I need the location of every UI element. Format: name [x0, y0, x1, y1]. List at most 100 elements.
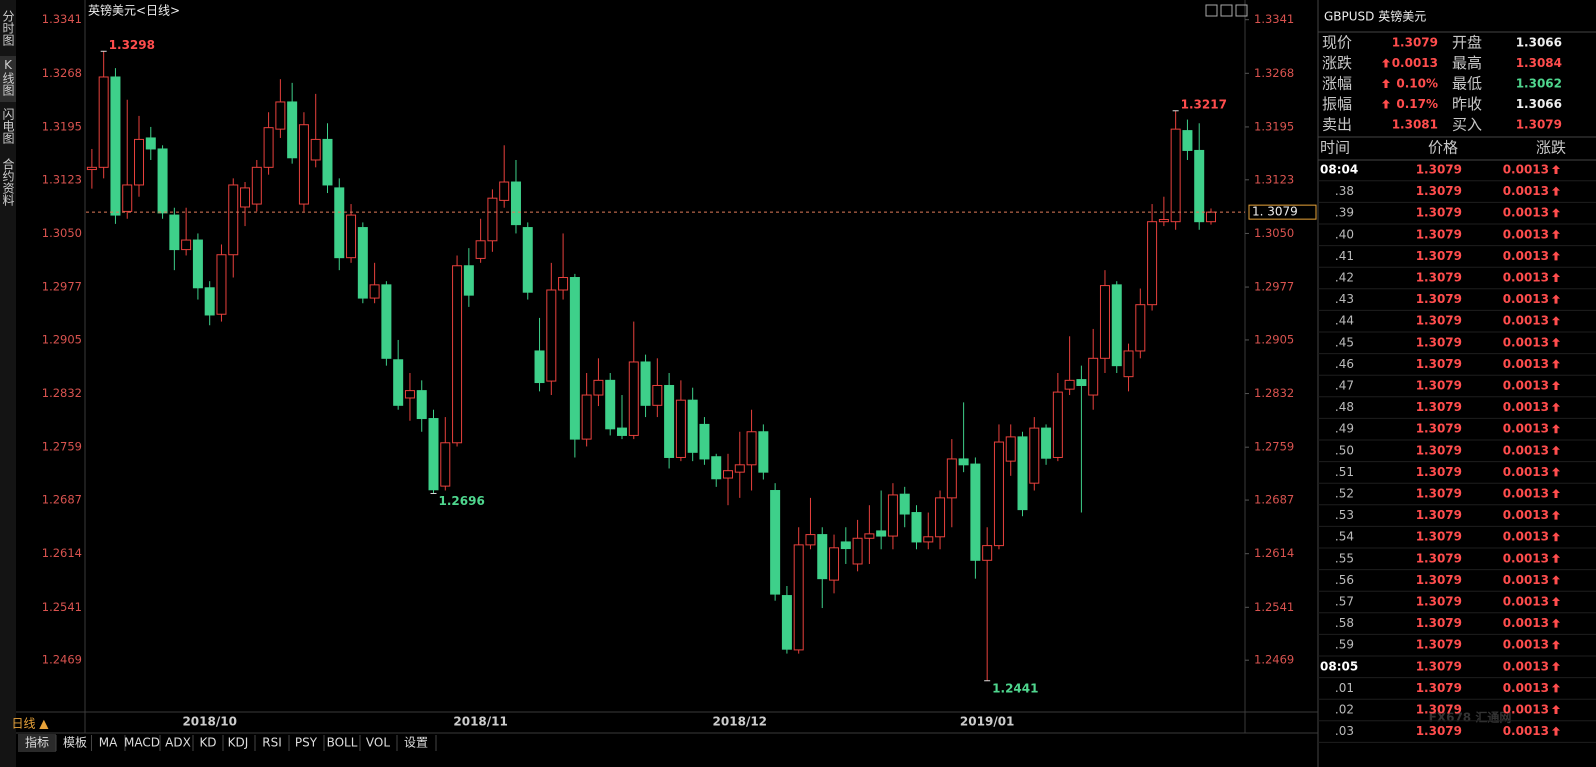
sidebar-tab[interactable]: 合约资料 — [1, 157, 15, 206]
trade-change: 0.0013 — [1503, 335, 1549, 349]
candle-body — [675, 399, 686, 458]
trade-change: 0.0013 — [1503, 206, 1549, 220]
up-arrow — [1552, 597, 1560, 606]
trade-price: 1.3079 — [1416, 638, 1462, 652]
candle-body — [216, 254, 227, 315]
trade-time: .01 — [1335, 681, 1354, 695]
trade-price: 1.3079 — [1416, 357, 1462, 371]
toolbar-item[interactable]: 指标 — [25, 735, 49, 750]
last-price-box — [1248, 204, 1317, 220]
candle-body — [958, 458, 969, 466]
candle-body — [899, 493, 910, 515]
candle-body — [204, 287, 215, 316]
trades-header: 时间 — [1320, 139, 1350, 157]
up-arrow — [1552, 402, 1560, 412]
up-arrow — [1382, 79, 1390, 88]
trade-time: .41 — [1335, 249, 1354, 263]
toolbar-item[interactable]: 模板 — [63, 736, 87, 750]
candle-body — [416, 390, 427, 420]
window-button[interactable] — [1205, 4, 1218, 17]
trade-time: .58 — [1335, 616, 1354, 630]
window-button[interactable] — [1235, 4, 1248, 17]
trade-price: 1.3079 — [1416, 487, 1462, 501]
y-tick-label-left: 1.2469 — [42, 653, 82, 667]
candle-body — [1194, 149, 1205, 223]
up-arrow — [1552, 424, 1560, 434]
y-tick-label-right: 1.2977 — [1254, 280, 1294, 294]
candle-body — [840, 541, 851, 550]
trade-time: .54 — [1335, 530, 1354, 544]
toolbar-item[interactable]: RSI — [262, 736, 282, 750]
candle-body — [864, 533, 875, 539]
y-tick-label-left: 1.2759 — [42, 440, 82, 454]
quote-title: GBPUSD 英镑美元 — [1324, 9, 1426, 24]
trade-price: 1.3079 — [1416, 443, 1462, 457]
candle-body — [1182, 130, 1193, 151]
trade-price: 1.3079 — [1416, 249, 1462, 263]
quote-label: 最高 — [1452, 54, 1482, 72]
y-tick-label-right: 1.2469 — [1254, 653, 1294, 667]
y-tick-label-left: 1.2832 — [42, 386, 82, 400]
low-marker-label: 1.2441 — [992, 681, 1038, 695]
candle-body — [734, 464, 745, 473]
x-tick-label: 2018/12 — [713, 715, 767, 729]
quote-value: 0.0013 — [1392, 56, 1438, 70]
trade-price: 1.3079 — [1416, 530, 1462, 544]
candle-body — [805, 534, 816, 546]
trade-price: 1.3079 — [1416, 724, 1462, 738]
y-tick-label-left: 1.3341 — [42, 12, 82, 26]
toolbar-item[interactable]: MA — [99, 736, 118, 750]
trade-price: 1.3079 — [1416, 379, 1462, 393]
candle-body — [404, 390, 415, 399]
candle-body — [510, 181, 521, 226]
toolbar-item[interactable]: BOLL — [327, 736, 358, 750]
up-arrow — [1552, 618, 1560, 628]
toolbar-item[interactable]: KD — [199, 736, 216, 750]
candle-body — [1111, 284, 1122, 367]
y-tick-label-right: 1.3268 — [1254, 66, 1294, 80]
high-marker-label: 1.3298 — [109, 38, 155, 52]
trade-time: .55 — [1335, 551, 1354, 565]
up-arrow — [1552, 273, 1560, 282]
toolbar-item[interactable]: VOL — [366, 736, 390, 750]
up-arrow — [1382, 99, 1390, 109]
toolbar-item[interactable]: ADX — [165, 736, 191, 750]
candle-body — [310, 138, 321, 161]
sidebar-tab[interactable]: 分时图 — [1, 10, 15, 46]
trade-time: .47 — [1335, 379, 1354, 393]
toolbar-item[interactable]: MACD — [124, 736, 160, 750]
window-button[interactable] — [1220, 4, 1233, 17]
trade-change: 0.0013 — [1503, 595, 1549, 609]
candle-body — [982, 545, 993, 561]
toolbar-item[interactable]: 设置 — [404, 736, 428, 750]
y-tick-label-left: 1.3268 — [42, 66, 82, 80]
candle-body — [581, 394, 592, 440]
toolbar-item[interactable]: KDJ — [228, 736, 249, 750]
y-tick-label-right: 1.2541 — [1254, 600, 1294, 614]
toolbar-item[interactable]: PSY — [295, 736, 318, 750]
quote-value: 1.3066 — [1516, 36, 1562, 50]
candle-body — [346, 214, 357, 259]
trades-header: 价格 — [1428, 139, 1458, 157]
trade-time: 08:04 — [1320, 163, 1358, 177]
candle-body — [287, 101, 298, 159]
quote-label: 振幅 — [1322, 95, 1352, 113]
up-arrow — [1552, 532, 1560, 542]
y-tick-label-right: 1.2614 — [1254, 546, 1294, 560]
candle-body — [534, 350, 545, 384]
trade-time: .02 — [1335, 703, 1354, 717]
sidebar-tab[interactable]: K线图 — [1, 58, 15, 96]
quote-label: 现价 — [1322, 34, 1352, 52]
candle-body — [935, 497, 946, 538]
up-arrow — [1552, 165, 1560, 174]
trade-time: .39 — [1335, 206, 1354, 220]
sidebar-tab[interactable]: 闪电图 — [1, 108, 15, 144]
trade-price: 1.3079 — [1416, 551, 1462, 565]
candle-body — [428, 418, 439, 491]
up-arrow — [1552, 489, 1560, 498]
trade-price: 1.3079 — [1416, 422, 1462, 436]
up-arrow — [1552, 467, 1560, 477]
candle-body — [616, 427, 627, 436]
period-label[interactable]: 日线 ▲ — [11, 717, 49, 731]
up-arrow — [1552, 208, 1560, 218]
